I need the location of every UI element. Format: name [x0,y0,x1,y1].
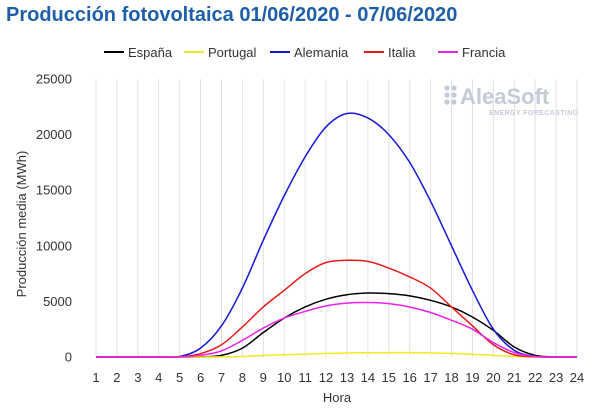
x-tick-label: 4 [155,370,162,385]
x-tick-label: 24 [570,370,584,385]
chart-title: Producción fotovoltaica 01/06/2020 - 07/… [6,4,458,26]
x-tick-label: 9 [260,370,267,385]
x-tick-label: 20 [486,370,500,385]
x-tick-label: 7 [218,370,225,385]
x-tick-label: 14 [361,370,375,385]
x-tick-label: 22 [528,370,542,385]
y-tick-label: 15000 [36,183,72,198]
legend-label: Alemania [294,45,349,60]
y-tick-label: 20000 [36,127,72,142]
x-tick-label: 11 [298,370,312,385]
watermark-tagline: ENERGY FORECASTING [489,110,579,117]
legend-label: Portugal [208,45,257,60]
legend-item: Portugal [184,45,257,60]
x-tick-label: 18 [444,370,458,385]
series-lines [96,112,578,358]
x-tick-label: 2 [113,370,120,385]
x-tick-label: 8 [239,370,246,385]
x-tick-label: 23 [549,370,563,385]
y-tick-label: 10000 [36,238,72,253]
legend-label: Francia [462,45,506,60]
series-line-4 [96,301,578,358]
x-tick-label: 16 [402,370,416,385]
x-tick-label: 10 [277,370,291,385]
watermark-brand: AleaSoft [460,84,550,109]
x-tick-label: 21 [507,370,521,385]
x-axis-label: Hora [323,390,352,405]
legend-item: Francia [438,45,506,60]
y-tick-label: 0 [65,350,72,365]
x-tick-labels: 1 2 3 4 5 6 7 8 9 10 11 12 13 14 15 16 17 18 19 20 21 22 23 24 [92,370,584,385]
x-tick-label: 1 [92,370,99,385]
series-line-2 [96,112,578,358]
legend-item: Italia [364,45,416,60]
x-tick-label: 5 [176,370,183,385]
x-tick-label: 13 [340,370,354,385]
legend: España Portugal Alemania Italia Francia [104,45,506,60]
series-line-0 [96,292,578,358]
x-tick-label: 12 [319,370,333,385]
aleasoft-logo-icon [444,85,457,105]
x-tick-label: 15 [382,370,396,385]
grid [95,79,578,357]
y-tick-label: 25000 [36,72,72,87]
legend-label: Italia [388,45,416,60]
y-tick-labels: 0 5000 10000 15000 20000 25000 [36,72,72,365]
y-axis-label: Producción media (MWh) [14,151,29,298]
x-tick-label: 17 [423,370,437,385]
legend-item: España [104,45,173,60]
aleasoft-watermark: AleaSoft ENERGY FORECASTING [444,84,578,117]
x-tick-label: 19 [465,370,479,385]
y-tick-label: 5000 [43,294,72,309]
legend-label: España [128,45,173,60]
x-tick-label: 6 [197,370,204,385]
legend-item: Alemania [270,45,349,60]
x-tick-label: 3 [134,370,141,385]
